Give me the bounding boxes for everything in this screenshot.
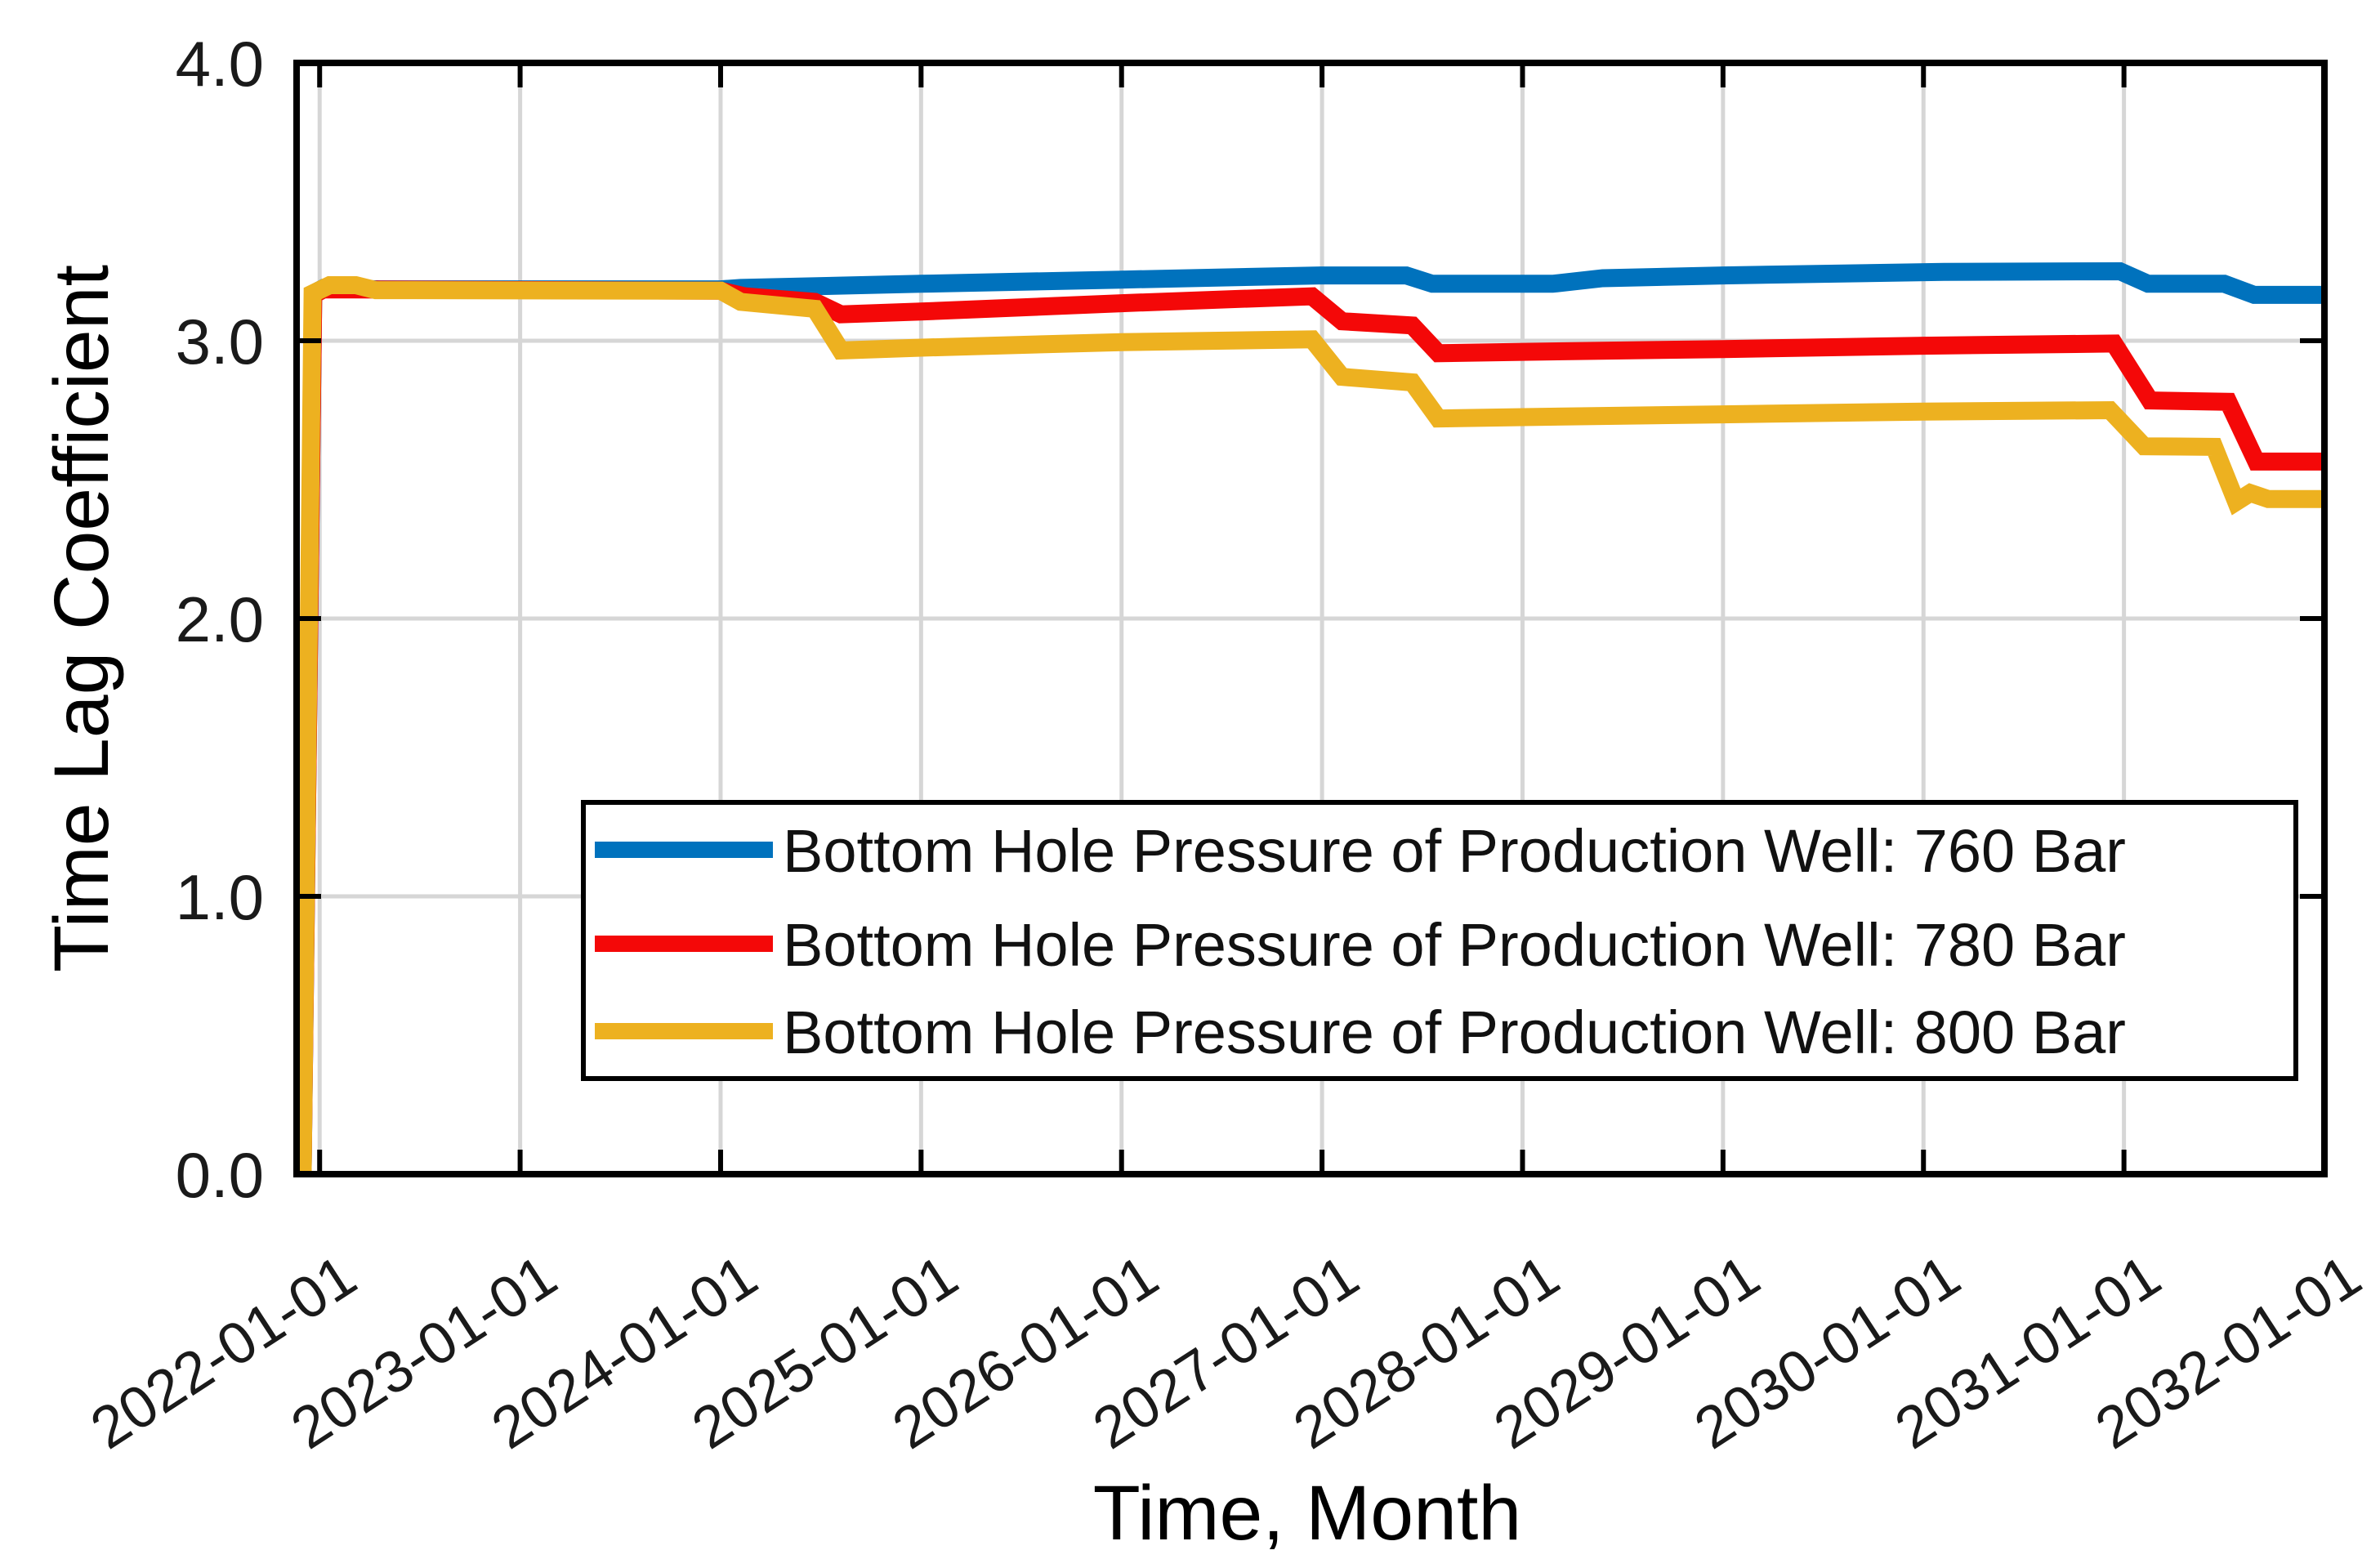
y-tick-label: 0.0	[176, 1139, 264, 1211]
x-tick-labels: 2022-01-012023-01-012024-01-012025-01-01…	[79, 1243, 2372, 1462]
legend-box	[581, 800, 2298, 1081]
legend: Bottom Hole Pressure of Production Well:…	[581, 800, 2298, 1081]
legend-label-780: Bottom Hole Pressure of Production Well:…	[783, 911, 2126, 979]
series-line-800-bar	[293, 276, 2324, 1175]
y-tick-label: 1.0	[176, 861, 264, 933]
y-tick-label: 3.0	[176, 306, 264, 377]
y-tick-label: 2.0	[176, 583, 264, 655]
y-axis-label: Time Lag Coefficient	[38, 265, 125, 972]
legend-label-760: Bottom Hole Pressure of Production Well:…	[783, 817, 2126, 885]
legend-label-800: Bottom Hole Pressure of Production Well:…	[783, 998, 2126, 1066]
y-tick-labels: 0.0 1.0 2.0 3.0 4.0	[176, 28, 264, 1211]
y-tick-label: 4.0	[176, 28, 264, 100]
frame-layer	[293, 60, 2328, 1177]
x-axis-label: Time, Month	[1093, 1470, 1521, 1557]
series-layer	[293, 261, 2324, 1175]
legend-swatches	[595, 842, 773, 1039]
